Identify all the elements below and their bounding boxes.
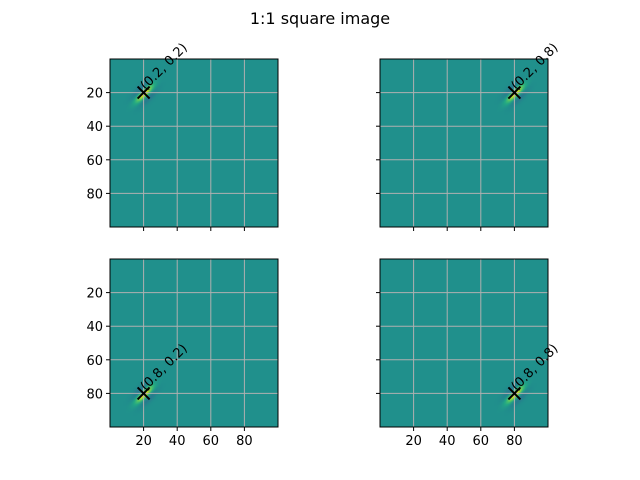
y-tick-label: 20 [86,287,103,302]
center-marker [136,386,151,401]
y-tick-label: 40 [86,120,103,135]
figure-title: 1:1 square image [250,9,390,28]
x-tick-label: 40 [439,434,456,449]
y-tick-label: 80 [86,387,103,402]
axes-frame [379,58,549,228]
y-tick-label: 80 [86,187,103,202]
heatmap-image [110,59,278,227]
y-tick-label: 40 [86,320,103,335]
panel-bottom-right: 20 40 60 80(0.8, 0.8) [376,258,561,449]
panel-top-right: (0.2, 0.8) [376,41,561,231]
x-tick-label: 60 [473,434,490,449]
y-tick-label: 20 [86,87,103,102]
x-tick-label: 40 [169,434,186,449]
axes-frame [109,58,279,228]
axes-frame [109,258,279,428]
center-marker [136,85,151,100]
center-marker [507,386,522,401]
axes-frame [379,258,549,428]
x-tick-label: 20 [135,434,152,449]
x-tick-label: 80 [236,434,253,449]
y-tick-label: 60 [86,354,103,369]
center-marker [507,85,522,100]
heatmap-image [380,259,548,427]
heatmap-image [110,259,278,427]
x-tick-label: 80 [506,434,523,449]
x-tick-label: 20 [405,434,422,449]
x-tick-label: 60 [203,434,220,449]
y-tick-label: 60 [86,154,103,169]
